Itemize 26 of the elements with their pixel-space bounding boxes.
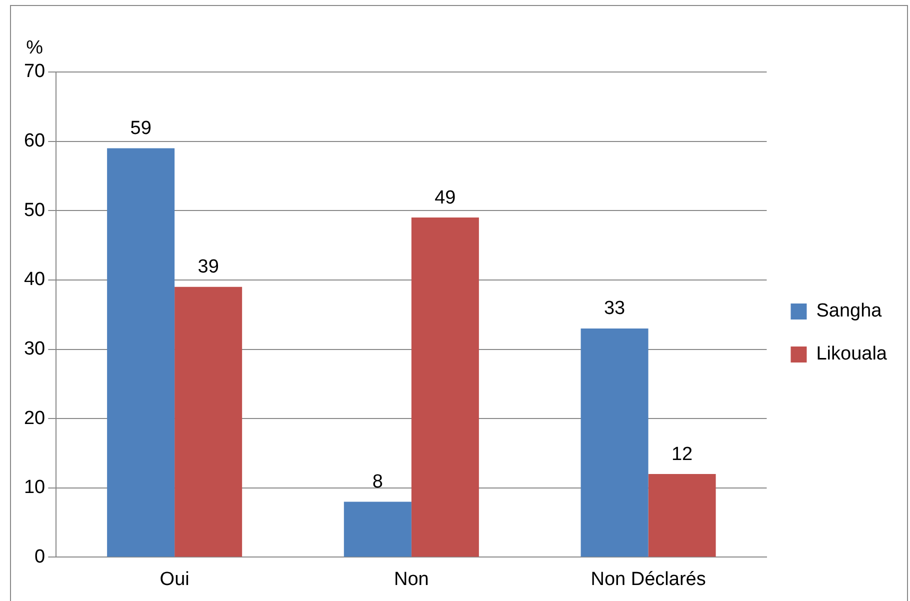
bar bbox=[648, 474, 716, 557]
x-tick-label: Oui bbox=[160, 568, 190, 590]
data-label: 33 bbox=[604, 298, 626, 320]
y-tick-label: 30 bbox=[24, 338, 46, 360]
y-tick-label: 10 bbox=[24, 477, 46, 498]
legend-label: Likouala bbox=[816, 344, 888, 365]
legend-label: Sangha bbox=[816, 300, 882, 322]
bar bbox=[344, 502, 412, 557]
data-label: 59 bbox=[130, 118, 152, 139]
x-tick-label: Non bbox=[394, 568, 429, 590]
x-tick-label: Non Déclarés bbox=[590, 568, 706, 590]
data-label: 12 bbox=[671, 444, 693, 465]
y-tick-label: 20 bbox=[24, 408, 46, 429]
y-tick-label: 40 bbox=[24, 269, 46, 290]
bar bbox=[580, 328, 648, 557]
data-label: 8 bbox=[372, 471, 383, 492]
bar bbox=[107, 148, 175, 557]
y-tick-label: 60 bbox=[24, 130, 46, 152]
y-axis-title: % bbox=[26, 38, 44, 59]
data-label: 49 bbox=[434, 187, 456, 208]
bar bbox=[411, 218, 479, 557]
y-tick-label: 0 bbox=[34, 546, 46, 568]
data-label: 39 bbox=[198, 256, 219, 278]
y-tick-label: 50 bbox=[24, 200, 46, 221]
y-tick-label: 70 bbox=[24, 61, 46, 82]
bar bbox=[174, 286, 242, 557]
